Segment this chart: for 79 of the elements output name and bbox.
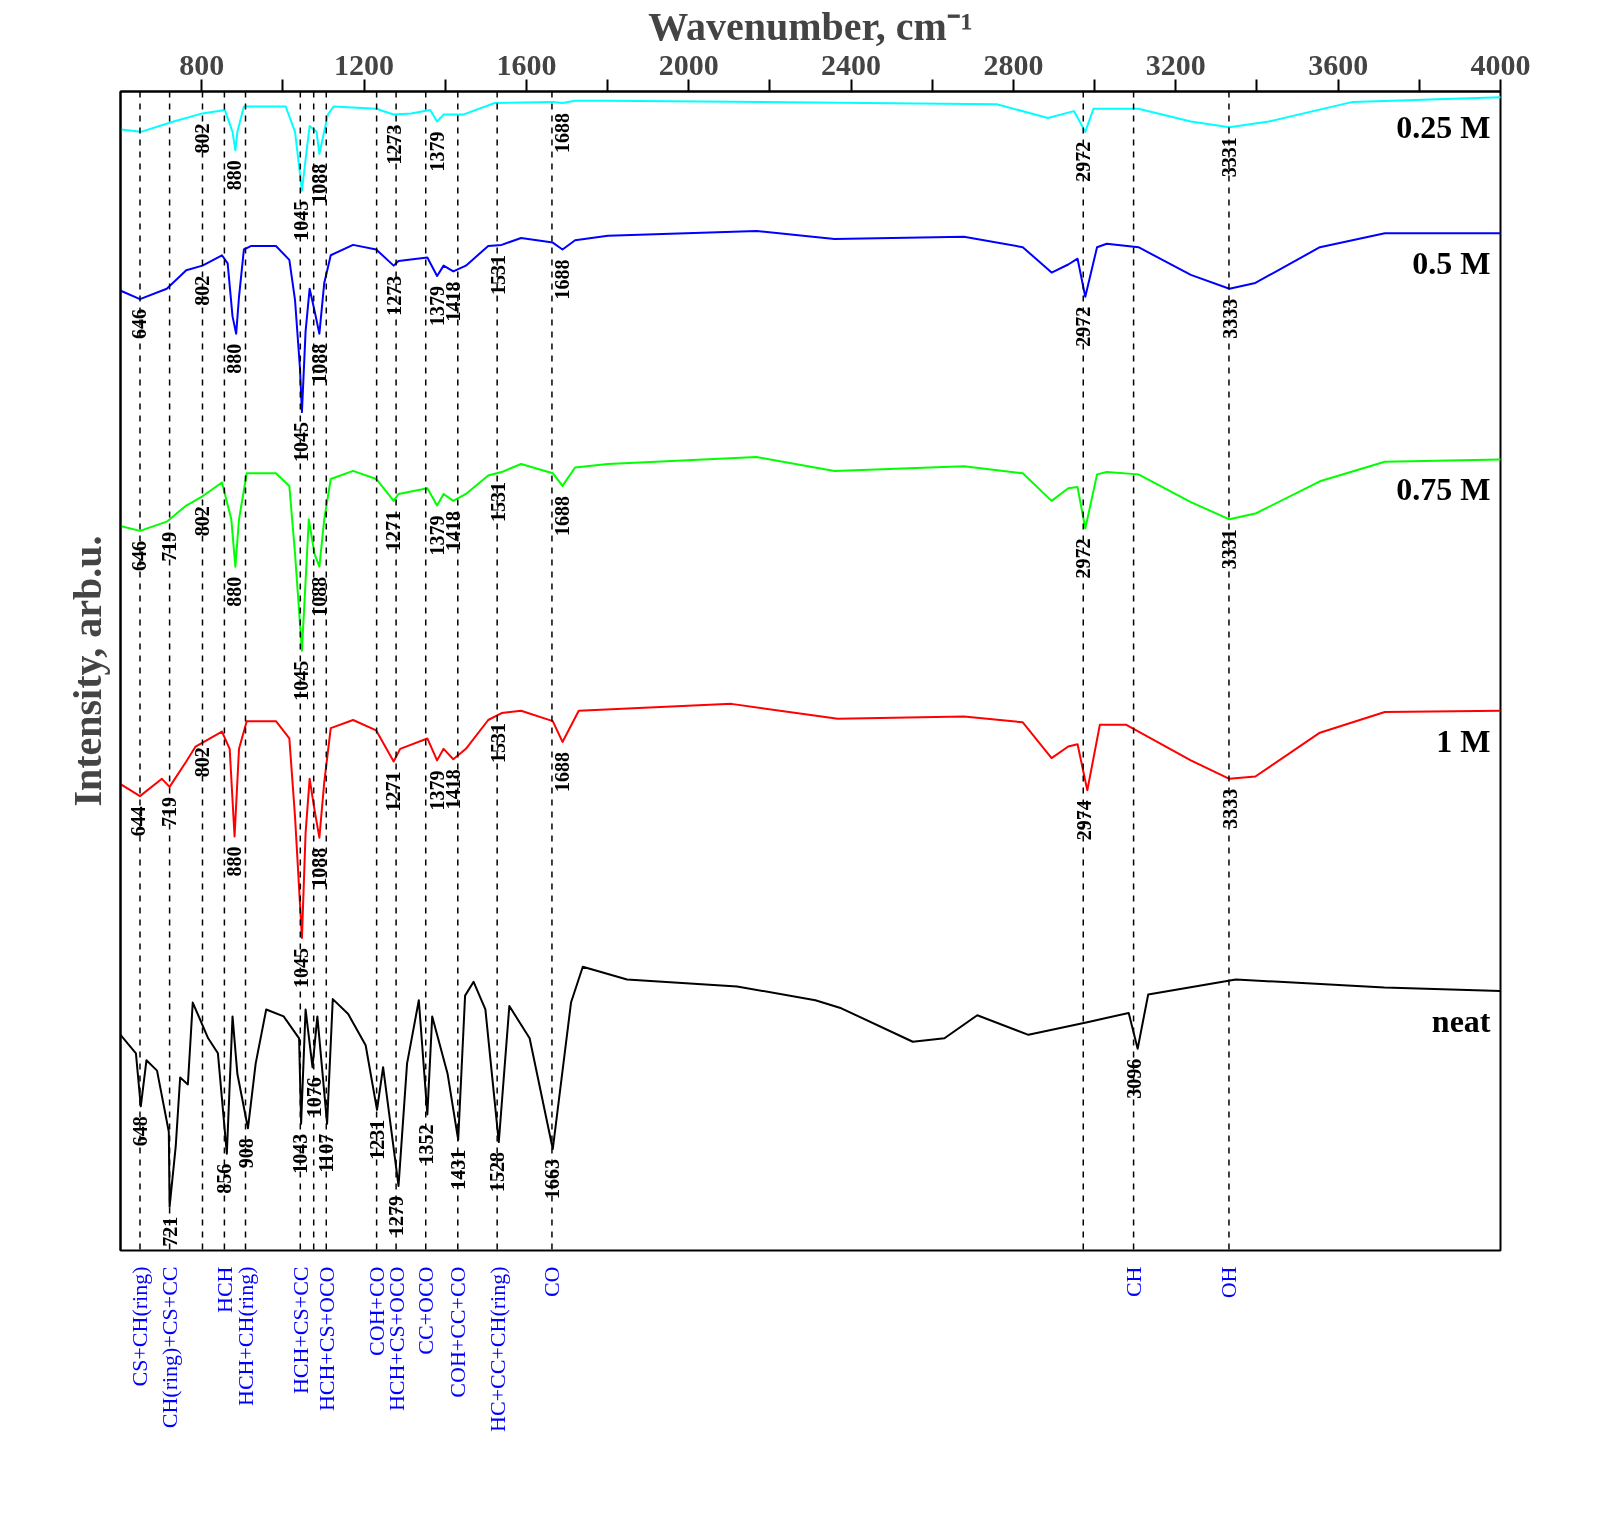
annotation: 908 [234,1138,257,1169]
annotation: 880 [223,846,246,877]
x-tick-label: 2400 [821,47,882,81]
annotation: 2972 [1072,141,1095,182]
annotation: 802 [191,506,214,537]
annotation: 2972 [1072,306,1095,347]
ref-line-label: HC+CC+CH(ring) [484,1266,510,1432]
annotation: 802 [191,123,214,154]
annotation: 2974 [1073,800,1096,841]
annotation: 3333 [1218,788,1241,829]
annotation: 1531 [487,482,510,523]
annotation: 1663 [540,1159,563,1200]
annotation: 1379 [425,131,448,172]
annotation: 3331 [1217,529,1240,570]
x-tick-label: 4000 [1470,47,1531,81]
annotation: 1088 [307,576,330,617]
annotation: 1688 [551,495,574,536]
annotation: 802 [191,275,214,306]
annotation: 721 [158,1216,181,1247]
annotation: 1531 [487,723,510,764]
annotation: 1531 [487,254,510,295]
annotation: 802 [191,747,214,778]
annotation: 880 [223,160,246,191]
annotation: 648 [128,1116,151,1147]
ref-line-label: COH+CC+CO [445,1266,471,1398]
ref-line-label: HCH+CS+OCO [313,1266,339,1412]
annotation: 856 [213,1163,236,1194]
annotation: 1431 [446,1149,469,1190]
annotation: 1688 [551,751,574,792]
annotation: 1279 [385,1195,408,1236]
annotation: 646 [128,540,151,571]
annotation: 880 [223,576,246,607]
annotation: 1273 [382,124,405,165]
annotation: 1076 [302,1077,325,1118]
series-label: 0.75 M [1396,471,1491,508]
ref-line-label: CH [1121,1266,1147,1298]
x-tick-label: 3600 [1308,47,1369,81]
series-label: 0.5 M [1412,245,1491,282]
annotation: 880 [223,343,246,374]
x-tick-label: 1600 [496,47,557,81]
annotation: 1043 [289,1133,312,1174]
annotation: 3331 [1217,137,1240,178]
annotation: 1045 [290,660,313,701]
x-tick-label: 3200 [1145,47,1206,81]
annotation: 1045 [290,422,313,463]
annotation: 1688 [551,259,574,300]
annotation: 1528 [486,1152,509,1193]
annotation: 1352 [414,1124,437,1165]
annotation: 646 [128,309,151,340]
series-label: neat [1431,1003,1491,1040]
x-tick-label: 2800 [983,47,1044,81]
ref-line-label: CO [539,1266,565,1298]
annotation: 3333 [1218,298,1241,339]
annotation: 1088 [307,343,330,384]
annotation: 1688 [551,113,574,154]
annotation: 719 [157,796,180,827]
ref-line-label: HCH+CS+CC [287,1266,313,1395]
series-label: 1 M [1436,722,1491,759]
ref-line-label: OH [1216,1266,1242,1299]
annotation: 2972 [1072,538,1095,579]
annotation: 719 [157,531,180,562]
annotation: 1088 [307,847,330,888]
annotation: 3096 [1122,1058,1145,1099]
annotation: 1273 [382,275,405,316]
ref-line-label: CS+CH(ring) [127,1266,153,1387]
annotation: 1107 [315,1133,338,1173]
series-label: 0.25 M [1396,109,1491,146]
x-tick-label: 1200 [334,47,395,81]
x-tick-label: 800 [179,47,225,81]
ref-line-label: CH(ring)+CS+CC [157,1266,183,1429]
annotation: 1271 [381,510,404,551]
x-axis-title: Wavenumber, cm⁻¹ [648,3,973,49]
annotation: 1271 [381,771,404,812]
y-axis-title: Intensity, arb.u. [64,535,110,807]
annotation: 644 [127,806,150,837]
annotation: 1045 [290,947,313,988]
annotation: 1231 [365,1119,388,1160]
ref-line-label: CC+OCO [413,1266,439,1355]
x-tick-label: 2000 [658,47,719,81]
